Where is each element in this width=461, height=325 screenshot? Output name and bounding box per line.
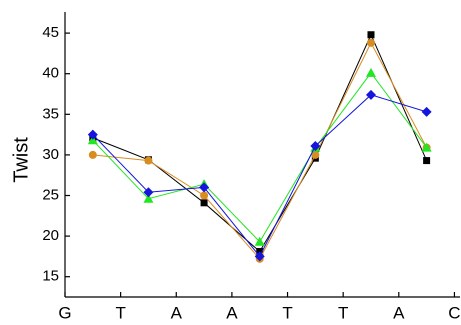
marker	[254, 251, 265, 262]
marker	[421, 142, 432, 152]
marker	[365, 89, 376, 100]
y-tick-label: 15	[42, 268, 59, 285]
x-tick-label: C	[448, 303, 460, 322]
marker	[143, 193, 154, 203]
marker	[366, 38, 375, 47]
y-tick-label: 40	[42, 65, 59, 82]
marker	[421, 106, 432, 117]
series-line	[92, 94, 427, 258]
marker	[365, 67, 376, 77]
series-line	[92, 41, 428, 260]
y-tick-label: 30	[42, 146, 59, 163]
marker	[200, 199, 208, 207]
x-tick-label: A	[393, 303, 405, 322]
y-tick-label: 20	[42, 227, 59, 244]
y-tick-label: 45	[42, 24, 59, 41]
marker	[200, 191, 209, 200]
series-line	[92, 33, 428, 253]
marker	[367, 31, 375, 39]
x-tick-label: T	[282, 303, 292, 322]
marker	[311, 150, 320, 159]
marker	[310, 140, 321, 151]
marker	[87, 135, 98, 145]
marker	[423, 157, 431, 165]
marker	[88, 150, 97, 159]
marker	[254, 236, 265, 246]
marker	[144, 156, 153, 165]
marker	[199, 182, 210, 193]
y-tick-label: 25	[42, 186, 59, 203]
x-tick-label: A	[171, 303, 183, 322]
y-axis-label: Twist	[10, 137, 32, 183]
x-tick-label: G	[58, 303, 71, 322]
marker	[143, 187, 154, 198]
marker	[87, 129, 98, 140]
x-tick-label: T	[338, 303, 348, 322]
y-tick-label: 35	[42, 105, 59, 122]
x-tick-label: A	[226, 303, 238, 322]
x-tick-label: T	[115, 303, 125, 322]
